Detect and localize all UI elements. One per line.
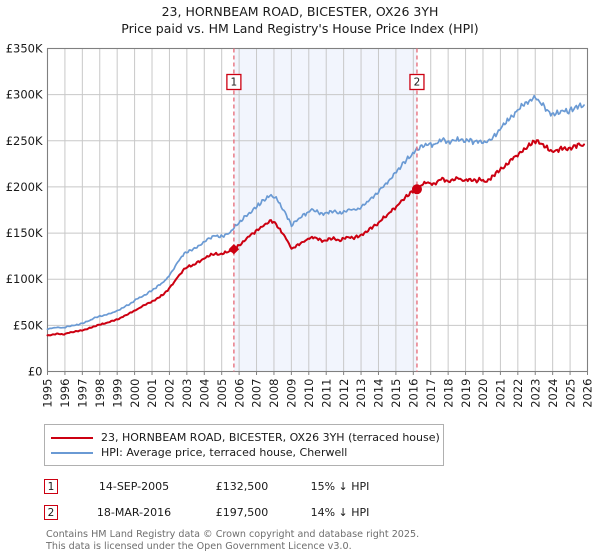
x-axis-tick-label: 2021 [494,379,508,408]
x-axis-tick-label: 1996 [58,379,72,408]
legend-label-hpi: HPI: Average price, terraced house, Cher… [101,446,348,459]
txn-badge-1: 1 [44,478,58,494]
annotation-badge-box-2 [409,73,425,91]
legend-swatch-price-paid [51,436,93,439]
price-history-chart: 1 2 £0 £50K £100K £150K £200K £250K £300K £350K 19… [6,42,595,408]
legend-label-price-paid: 23, HORNBEAM ROAD, BICESTER, OX26 3YH (t… [101,431,440,444]
x-axis-tick-label: 2024 [546,379,560,408]
y-axis-tick-label: £350K [6,42,43,56]
x-axis-tick-label: 2011 [319,379,333,408]
x-axis-tick-label: 2022 [511,379,525,408]
x-axis-tick-label: 2020 [476,379,490,408]
y-axis-tick-label: £200K [6,180,43,194]
x-axis-tick-label: 2009 [285,379,299,408]
x-axis-tick-label: 2016 [407,379,421,408]
x-axis-tick-label: 2006 [232,379,246,408]
x-axis-tick-label: 1998 [93,379,107,408]
page-title: 23, HORNBEAM ROAD, BICESTER, OX26 3YH [161,4,439,19]
x-axis-tick-label: 2007 [250,379,264,408]
title-block: 23, HORNBEAM ROAD, BICESTER, OX26 3YH Pr… [0,3,600,37]
x-axis-tick-label: 2015 [389,379,403,408]
y-axis-tick-label: £100K [6,272,43,286]
legend-item-hpi: HPI: Average price, terraced house, Cher… [51,445,437,460]
chart-legend: 23, HORNBEAM ROAD, BICESTER, OX26 3YH (t… [44,424,444,466]
highlight-band [233,48,417,372]
x-axis-tick-label: 2002 [163,379,177,408]
txn-date-1: 14-SEP-2005 [98,479,170,493]
annotation-badge-label-2: 2 [414,77,421,89]
x-axis-tick-label: 2003 [180,379,194,408]
x-axis-tick-label: 2019 [459,379,473,408]
grid-lines [47,48,588,372]
legend-item-price-paid: 23, HORNBEAM ROAD, BICESTER, OX26 3YH (t… [51,430,440,445]
x-axis-tick-label: 2017 [424,379,438,408]
legend-swatch-hpi [51,451,93,454]
x-axis-tick-label: 2018 [441,379,455,408]
x-axis-tick-label: 1997 [76,379,90,408]
y-axis-tick-label: £300K [6,88,43,102]
txn-price-1: £132,500 [215,479,269,493]
table-row: 1 14-SEP-2005 £132,500 15% ↓ HPI [44,473,464,499]
x-axis-tick-label: 2023 [528,379,542,408]
transactions-table: 1 14-SEP-2005 £132,500 15% ↓ HPI 2 18-MA… [44,473,464,525]
x-axis-tick-label: 2004 [197,379,211,408]
page-subtitle: Price paid vs. HM Land Registry's House … [121,21,479,36]
plot-frame [46,47,589,373]
table-row: 2 18-MAR-2016 £197,500 14% ↓ HPI [44,499,464,525]
x-axis-tick-label: 2026 [581,379,595,408]
y-axis-tick-label: £250K [6,134,43,148]
series-line-hpi [46,94,585,331]
txn-badge-2: 2 [44,504,58,520]
x-axis-tick-label: 2025 [563,379,577,408]
y-axis-tick-label: £50K [13,318,43,332]
x-axis-tick-label: 2008 [267,379,281,408]
x-axis-tick-label: 2000 [128,379,142,408]
data-point-marker-2 [411,184,422,195]
chart-svg: 1 2 £0 £50K £100K £150K £200K £250K £300K £350K 19… [6,42,595,408]
txn-delta-1: 15% ↓ HPI [310,479,370,493]
y-axis-tick-label: £0 [28,365,43,379]
x-axis-tick-label: 2014 [372,379,386,408]
y-axis-tick-label: £150K [6,226,43,240]
footer-line-1: Contains HM Land Registry data © Crown c… [46,529,420,540]
x-axis-tick-label: 2010 [302,379,316,408]
annotation-badge-box-1 [226,73,242,91]
data-point-marker-1 [228,244,240,255]
x-axis-tick-label: 1999 [110,379,124,408]
series-line-price-paid [46,139,586,337]
x-axis-tick-label: 2001 [145,379,159,408]
footer-line-2: This data is licensed under the Open Gov… [46,540,352,552]
footer-attribution: Contains HM Land Registry data © Crown c… [46,529,586,552]
annotation-badge-label-1: 1 [231,77,238,89]
x-axis-tick-label: 2005 [215,379,229,408]
x-axis-tick-label: 1995 [41,379,55,408]
x-axis-tick-label: 2012 [337,379,351,408]
txn-price-2: £197,500 [215,505,269,519]
txn-date-2: 18-MAR-2016 [96,505,172,519]
x-axis-tick-label: 2013 [354,379,368,408]
txn-delta-2: 14% ↓ HPI [310,505,370,519]
